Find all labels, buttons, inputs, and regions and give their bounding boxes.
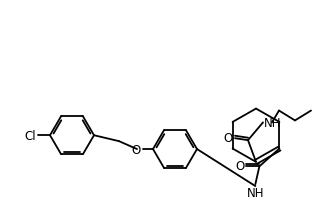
Text: NH: NH — [247, 186, 264, 199]
Text: O: O — [224, 131, 233, 144]
Text: NH: NH — [264, 116, 281, 129]
Text: O: O — [132, 143, 141, 156]
Text: Cl: Cl — [24, 129, 36, 142]
Text: O: O — [235, 159, 244, 172]
